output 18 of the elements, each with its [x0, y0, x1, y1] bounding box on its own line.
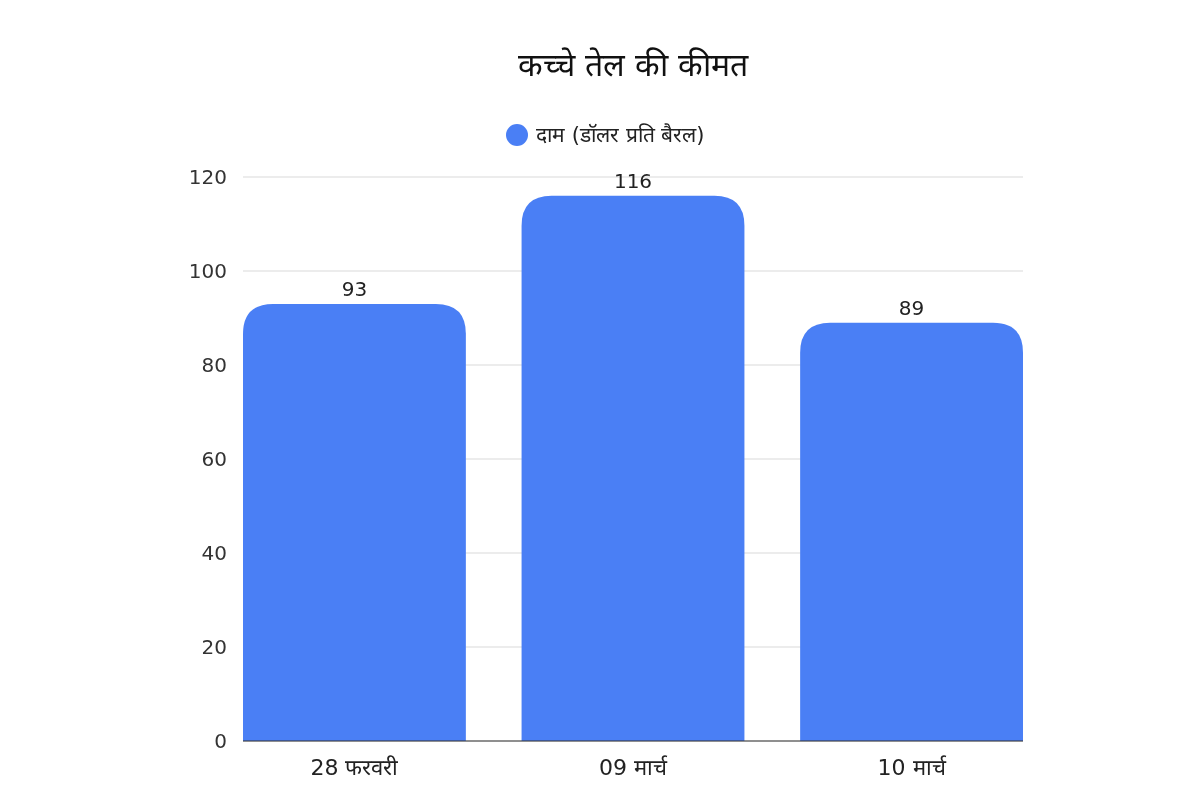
data-label: 116: [613, 168, 653, 193]
x-tick-label: 10 मार्च: [877, 755, 947, 780]
y-tick-label: 60: [201, 447, 227, 471]
chart-title: कच्चे तेल की कीमत: [517, 46, 750, 84]
y-tick-label: 0: [214, 729, 227, 753]
x-tick-label: 09 मार्च: [599, 755, 668, 780]
bar: [243, 303, 466, 741]
x-tick-label: 28 फरवरी: [310, 755, 399, 780]
y-tick-label: 100: [188, 259, 227, 283]
bar: [800, 322, 1023, 741]
y-tick-label: 40: [201, 541, 227, 565]
data-label: 93: [341, 276, 368, 301]
y-tick-label: 120: [188, 165, 227, 189]
legend-label: दाम (डॉलर प्रति बैरल): [536, 123, 705, 148]
y-tick-label: 80: [201, 353, 227, 377]
bar: [521, 195, 745, 741]
data-label: 89: [898, 295, 925, 320]
y-tick-label: 20: [201, 635, 227, 659]
